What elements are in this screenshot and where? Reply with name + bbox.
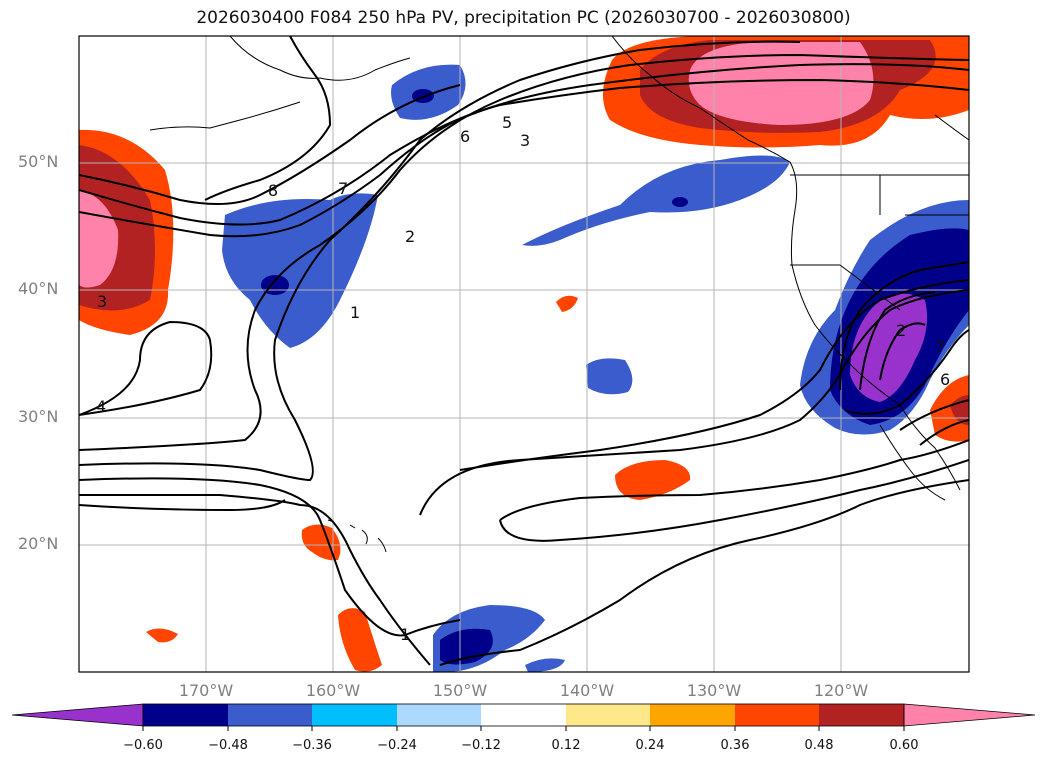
lon-label-160w: 160°W (305, 681, 361, 700)
gridlines (79, 36, 969, 672)
precip-positive-bc-max (688, 42, 874, 125)
lat-label-30n: 30°N (18, 407, 59, 426)
precip-negative-band-core (672, 197, 688, 207)
contour-label: 7 (338, 179, 348, 198)
colorbar (11, 703, 1036, 731)
colorbar-segment (143, 704, 228, 726)
colorbar-segment (735, 704, 819, 726)
map-area: 8 7 6 5 3 2 1 4 3 1 7 6 2 (79, 36, 969, 672)
contour-label: 6 (460, 127, 470, 146)
colorbar-tick-label: 0.24 (635, 738, 665, 753)
lon-label-140w: 140°W (559, 681, 615, 700)
precip-positive-baja (930, 375, 969, 442)
lat-label-20n: 20°N (18, 534, 59, 553)
colorbar-tick-label: −0.24 (377, 738, 417, 753)
lon-label-120w: 120°W (813, 681, 869, 700)
precip-negative-south-small (525, 658, 565, 672)
colorbar-tick-label: −0.36 (292, 738, 332, 753)
precip-positive-tiny (556, 295, 578, 312)
contour-label: 7 (935, 337, 945, 356)
lat-label-50n: 50°N (18, 152, 59, 171)
contour-labels: 8 7 6 5 3 2 1 4 3 1 7 6 2 (96, 113, 950, 644)
contour-label: 2 (405, 227, 415, 246)
contour-label: 2 (896, 321, 906, 340)
colorbar-tick-label: −0.12 (461, 738, 501, 753)
lon-label-150w: 150°W (432, 681, 488, 700)
colorbar-segment (481, 704, 566, 726)
colorbar-tick-label: 0.12 (551, 738, 581, 753)
pv-contour-south (439, 479, 969, 666)
lon-label-170w: 170°W (178, 681, 234, 700)
colorbar-tick-label: 0.60 (889, 738, 919, 753)
lon-label-130w: 130°W (686, 681, 742, 700)
colorbar-extend-left (11, 703, 144, 727)
colorbar-extend-right (903, 703, 1036, 727)
contour-label: 4 (96, 397, 106, 416)
colorbar-segment (566, 704, 650, 726)
colorbar-tick-label: 0.36 (720, 738, 750, 753)
contour-label: 1 (400, 625, 410, 644)
contour-label: 3 (97, 292, 107, 311)
colorbar-segment (397, 704, 481, 726)
contour-label: 8 (268, 181, 278, 200)
pv-contours (79, 36, 969, 666)
contour-label: 3 (520, 131, 530, 150)
colorbar-tick-label: 0.48 (804, 738, 834, 753)
colorbar-segment (819, 704, 904, 726)
map-title: 2026030400 F084 250 hPa PV, precipitatio… (196, 8, 851, 28)
contour-label: 5 (502, 113, 512, 132)
precip-negative-small (586, 358, 633, 395)
colorbar-tick-label: −0.48 (208, 738, 248, 753)
colorbar-segment (650, 704, 735, 726)
colorbar-segment (312, 704, 397, 726)
precip-positive-subtropic (615, 460, 691, 500)
contour-label: 1 (350, 303, 360, 322)
map-frame (78, 35, 970, 673)
precip-positive-south (338, 608, 382, 672)
colorbar-tick-label: −0.60 (123, 738, 163, 753)
colorbar-segment (228, 704, 312, 726)
lat-label-40n: 40°N (18, 279, 59, 298)
precip-positive-tiny-west (146, 628, 178, 643)
precip-negative-band (522, 155, 790, 246)
contour-label: 6 (940, 370, 950, 389)
